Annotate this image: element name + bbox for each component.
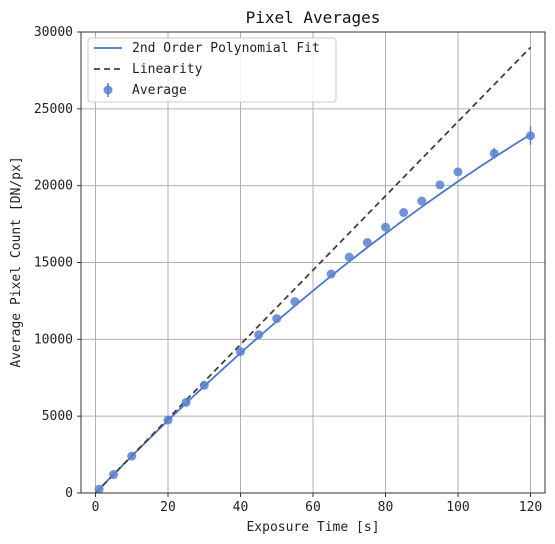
y-tick-label: 10000 [34,332,73,347]
y-tick-label: 0 [65,486,73,501]
data-point [290,297,300,307]
x-tick-label: 0 [92,500,100,515]
data-point [417,196,427,206]
x-tick-label: 20 [160,500,176,515]
y-tick-label: 20000 [34,179,73,194]
y-axis-label: Average Pixel Count [DN/px] [9,156,24,367]
x-tick-label: 60 [305,500,321,515]
data-point [381,222,390,232]
data-point [326,269,336,279]
y-tick-label: 15000 [34,256,73,271]
data-point [254,330,264,340]
data-point [362,238,372,248]
x-tick-label: 40 [233,500,249,515]
data-point [526,131,535,141]
legend-box [87,37,337,103]
data-point [94,484,104,494]
data-point [435,180,445,190]
y-tick-label: 30000 [34,25,73,40]
legend-swatch-average [103,85,113,95]
data-point [399,208,409,218]
legend-label-average: Average [132,83,187,98]
data-point [489,148,499,158]
x-tick-label: 80 [378,500,394,515]
x-tick-label: 100 [446,500,469,515]
data-point [199,380,209,390]
data-point [127,451,137,461]
y-tick-label: 5000 [42,409,73,424]
data-point [344,252,354,262]
legend: 2nd Order Polynomial Fit Linearity Average [87,37,337,103]
ticks: 0 20 40 60 80 100 120 0 5000 10000 15000 20000 25000… [34,25,542,515]
x-axis-label: Exposure Time [s] [246,520,379,535]
x-tick-label: 120 [519,500,542,515]
legend-label-linearity: Linearity [132,62,203,77]
data-point [453,167,463,177]
legend-label-polynomial-fit: 2nd Order Polynomial Fit [132,41,320,56]
data-point [181,397,191,407]
series-layer [94,46,535,494]
data-point [109,470,119,480]
data-point [236,347,245,357]
y-tick-label: 25000 [34,102,73,117]
data-point [163,415,173,425]
data-point [272,314,282,324]
chart-title: Pixel Averages [246,8,381,27]
